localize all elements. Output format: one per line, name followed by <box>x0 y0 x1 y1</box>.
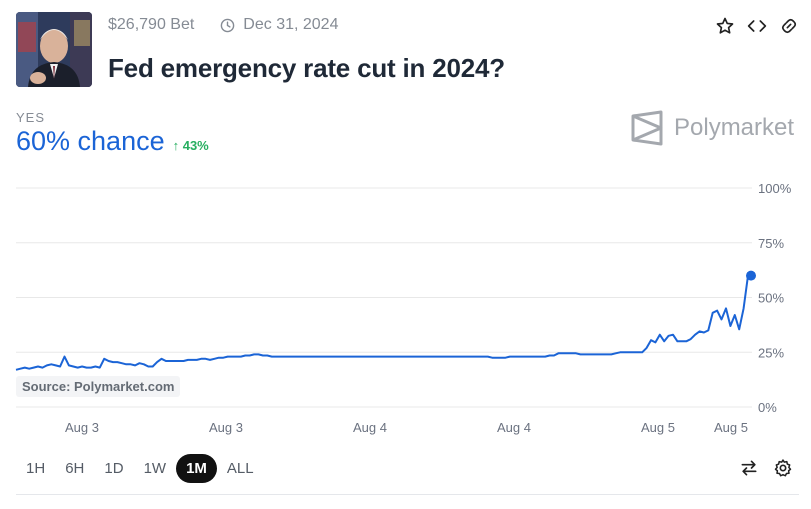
end-date: Dec 31, 2024 <box>243 16 339 33</box>
x-tick-label: Aug 4 <box>353 420 387 435</box>
tab-1d[interactable]: 1D <box>104 460 124 477</box>
tab-1w[interactable]: 1W <box>143 460 167 477</box>
y-tick-label: 0% <box>758 400 777 415</box>
tab-6h[interactable]: 6H <box>65 460 85 477</box>
y-tick-label: 100% <box>758 181 792 196</box>
y-tick-label: 50% <box>758 291 784 306</box>
chart-source: Source: Polymarket.com <box>16 376 181 397</box>
x-tick-label: Aug 5 <box>641 420 675 435</box>
swap-icon[interactable] <box>739 458 759 478</box>
polymarket-logo: Polymarket <box>630 110 794 146</box>
x-tick-label: Aug 4 <box>497 420 531 435</box>
chance-value: 60% chance <box>16 126 165 156</box>
tab-1m[interactable]: 1M <box>176 454 217 483</box>
tab-all[interactable]: ALL <box>226 460 254 477</box>
volume-label: $26,790 Bet <box>108 16 195 33</box>
link-icon[interactable] <box>779 16 799 36</box>
market-meta: $26,790 Bet Dec 31, 2024 <box>108 16 338 34</box>
market-title: Fed emergency rate cut in 2024? <box>108 53 505 83</box>
chart-controls <box>739 458 793 478</box>
bottom-divider <box>16 494 799 495</box>
star-icon[interactable] <box>715 16 735 36</box>
x-tick-label: Aug 3 <box>209 420 243 435</box>
clock-icon <box>221 18 235 32</box>
x-tick-label: Aug 5 <box>714 420 748 435</box>
outcome-chance-row: 60% chance ↑ 43% <box>16 126 209 157</box>
outcome-label: YES <box>16 110 46 125</box>
brand-name: Polymarket <box>674 114 795 141</box>
header-actions <box>715 16 799 36</box>
series-line-yes <box>15 275 749 371</box>
series-endpoint <box>746 270 756 281</box>
polymarket-logo-icon <box>631 110 663 146</box>
code-icon[interactable] <box>747 16 767 36</box>
market-avatar <box>16 12 92 87</box>
y-tick-label: 25% <box>758 345 784 360</box>
timeframe-tabs: 1H 6H 1D 1W 1M ALL <box>16 454 264 483</box>
avatar-image <box>16 12 92 87</box>
gear-icon[interactable] <box>773 458 793 478</box>
x-tick-label: Aug 3 <box>65 420 99 435</box>
y-tick-label: 75% <box>758 236 784 251</box>
chance-change: ↑ 43% <box>172 138 209 153</box>
tab-1h[interactable]: 1H <box>26 460 46 477</box>
